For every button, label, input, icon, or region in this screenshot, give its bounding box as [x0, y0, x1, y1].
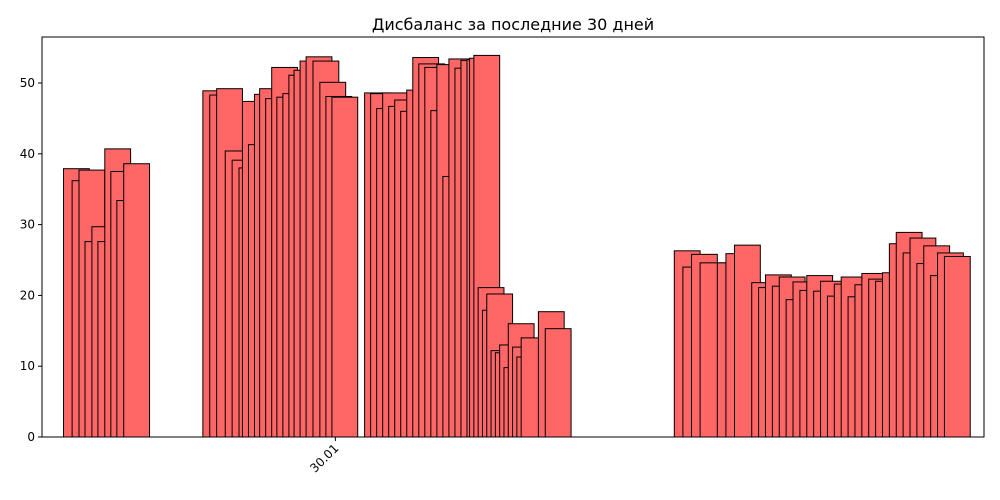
x-tick-label: 30.01: [307, 441, 341, 475]
chart-title: Дисбаланс за последние 30 дней: [372, 15, 654, 34]
bar: [123, 163, 151, 438]
y-tick-label: 50: [20, 76, 35, 90]
y-tick-label: 40: [20, 147, 35, 161]
y-tick-label: 30: [20, 218, 35, 232]
bar: [943, 255, 971, 438]
bar: [544, 328, 572, 438]
bar: [331, 96, 359, 438]
y-tick-label: 10: [20, 359, 35, 373]
plot-frame: [41, 36, 985, 438]
y-tick-label: 0: [27, 430, 35, 444]
y-axis: 0 10 20 30 40 50: [20, 76, 42, 444]
x-axis: 30.01: [307, 437, 341, 475]
y-tick-label: 20: [20, 288, 35, 302]
bars-group: [63, 54, 971, 438]
